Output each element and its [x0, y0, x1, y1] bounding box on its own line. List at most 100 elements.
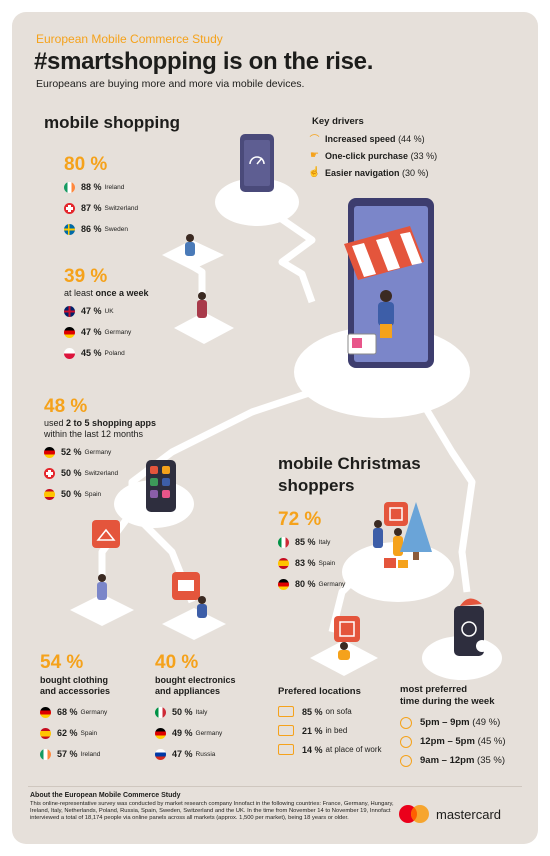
key-driver-item: ☝ Easier navigation (30 %) [308, 165, 437, 180]
tv-bubble-icon [172, 572, 200, 600]
key-driver-item: ☛ One-click purchase (33 %) [308, 148, 437, 163]
row-country: Germany [104, 328, 132, 336]
christmas-tree [384, 502, 432, 568]
driver-label: Easier navigation [325, 167, 400, 178]
locations-title: Prefered locations [278, 686, 361, 697]
title-line: shoppers [278, 476, 355, 495]
mastercard-circles-icon [399, 805, 429, 823]
driver-pct: (30 %) [402, 167, 429, 178]
country-list: 88 % Ireland 87 % Switzerland 86 % Swede… [64, 180, 138, 236]
driver-pct: (44 %) [398, 133, 425, 144]
row-pct: 47 % [81, 327, 102, 337]
time-range: 5pm – 9pm [420, 717, 470, 728]
times-title: most preferred time during the week [400, 684, 495, 708]
flag-germany-icon [44, 446, 55, 458]
phone-large-shop [344, 198, 434, 368]
driver-label: One-click purchase [325, 150, 409, 161]
key-drivers-list: ⌒ Increased speed (44 %) ☛ One-click pur… [308, 131, 437, 180]
section-title-christmas: mobile Christmas shoppers [278, 453, 421, 497]
row-pct: 45 % [81, 348, 102, 358]
times-list: 5pm – 9pm (49 %) 12pm – 5pm (45 %) 9am –… [400, 713, 506, 770]
country-row: 57 % Ireland [40, 747, 107, 761]
country-row: 47 % Germany [64, 325, 131, 339]
desc-text: at least [64, 288, 96, 298]
row-pct: 47 % [172, 749, 193, 759]
row-pct: 83 % [295, 558, 316, 568]
country-row: 45 % Poland [64, 346, 131, 360]
driver-pct: (33 %) [410, 150, 438, 161]
stat-value: 40 % [155, 652, 199, 673]
shop-bubble-icon [334, 616, 360, 642]
row-country: Russia [195, 750, 216, 758]
phone-apps [146, 460, 176, 512]
clothing-bubble-icon [92, 520, 120, 548]
time-item: 5pm – 9pm (49 %) [400, 713, 506, 732]
desc-text: bought electronics [155, 675, 236, 685]
stat-value: 54 % [40, 652, 84, 673]
country-list: 68 % Germany 62 % Spain 57 % Ireland [40, 705, 107, 761]
key-driver-item: ⌒ Increased speed (44 %) [308, 131, 437, 147]
stat-value: 72 % [278, 509, 322, 530]
country-row: 68 % Germany [40, 705, 107, 719]
driver-label: Increased speed [325, 133, 396, 144]
flag-spain-icon [278, 557, 289, 569]
desk-icon [278, 744, 294, 755]
clock-icon [400, 716, 412, 729]
desc-bold: 2 to 5 shopping apps [66, 418, 157, 428]
row-pct: 57 % [57, 749, 78, 759]
row-country: Sweden [104, 225, 129, 233]
row-country: Ireland [80, 750, 101, 758]
row-pct: 68 % [57, 707, 78, 717]
row-country: Germany [195, 729, 223, 737]
brand-name: mastercard [436, 806, 502, 822]
time-pct: (35 %) [477, 755, 506, 766]
gift-bubble-icon [384, 502, 408, 526]
row-pct: 52 % [61, 447, 82, 457]
row-country: Poland [104, 349, 125, 357]
flag-spain-icon [44, 488, 55, 500]
country-row: 47 % UK [64, 304, 131, 318]
country-row: 83 % Spain [278, 556, 345, 570]
row-pct: 50 % [172, 707, 193, 717]
location-pct: 21 % [302, 725, 323, 736]
hand-swipe-icon: ☝ [308, 167, 321, 178]
stat-value: 48 % [44, 396, 88, 417]
desc-text: used [44, 418, 67, 428]
country-row: 86 % Sweden [64, 222, 138, 236]
time-pct: (49 %) [472, 717, 501, 728]
country-row: 52 % Germany [44, 445, 118, 459]
infographic-card: European Mobile Commerce Study #smartsho… [12, 12, 538, 844]
flag-spain-icon [40, 727, 51, 739]
row-country: Switzerland [84, 469, 119, 477]
flag-russia-icon [155, 748, 166, 760]
flag-sweden-icon [64, 223, 75, 235]
desc-text: and accessories [40, 686, 111, 696]
flag-uk-icon [64, 305, 75, 317]
country-row: 88 % Ireland [64, 180, 138, 194]
row-pct: 86 % [81, 224, 102, 234]
row-pct: 88 % [81, 182, 102, 192]
stat-description: bought electronics and appliances [155, 675, 236, 697]
country-row: 80 % Germany [278, 577, 345, 591]
flag-switzerland-icon [64, 202, 75, 214]
section-title-mobile-shopping: mobile shopping [44, 113, 180, 132]
header-kicker: European Mobile Commerce Study [36, 32, 223, 46]
stat-description: used 2 to 5 shopping apps within the last… [44, 418, 156, 440]
hand-click-icon: ☛ [310, 150, 319, 161]
key-drivers-title: Key drivers [312, 116, 364, 127]
location-label: in bed [325, 726, 348, 735]
row-country: Italy [318, 538, 331, 546]
title-line: most preferred [400, 684, 468, 695]
country-list: 52 % Germany 50 % Switzerland 50 % Spain [44, 445, 118, 501]
row-country: Spain [318, 559, 336, 567]
desc-text: and appliances [155, 686, 221, 696]
row-pct: 49 % [172, 728, 193, 738]
flag-germany-icon [155, 727, 166, 739]
country-list: 85 % Italy 83 % Spain 80 % Germany [278, 535, 345, 591]
isometric-illustration [70, 134, 502, 680]
mastercard-logo: mastercard [398, 804, 501, 824]
flag-ireland-icon [64, 181, 75, 193]
title-line: time during the week [400, 696, 495, 707]
stat-description: bought clothing and accessories [40, 675, 110, 697]
country-row: 50 % Switzerland [44, 466, 118, 480]
